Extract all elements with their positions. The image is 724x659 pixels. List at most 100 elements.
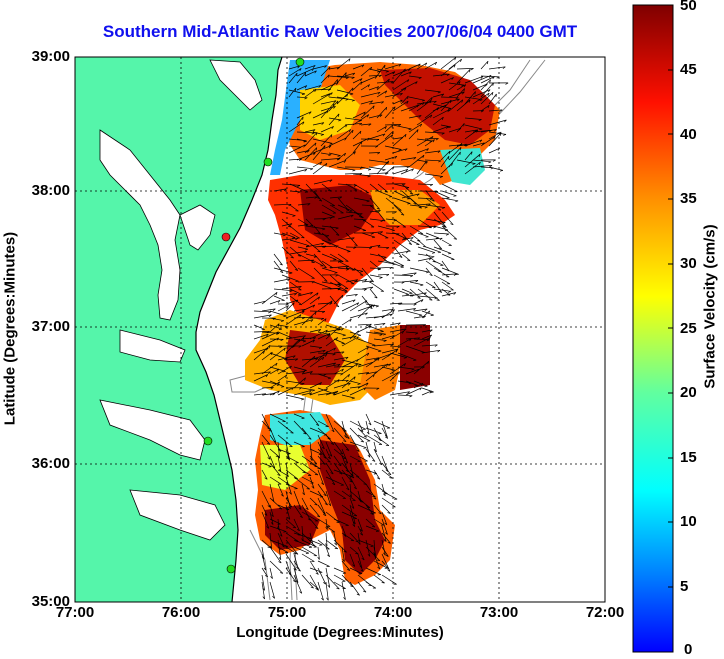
velocity-vector bbox=[376, 81, 394, 84]
velocity-vector-head bbox=[422, 315, 426, 319]
velocity-vector bbox=[413, 382, 424, 389]
velocity-vector-head bbox=[360, 429, 364, 432]
velocity-vector bbox=[369, 281, 384, 292]
velocity-vector bbox=[345, 183, 357, 191]
velocity-vector-head bbox=[325, 388, 328, 392]
station-marker bbox=[295, 57, 305, 67]
velocity-vector bbox=[357, 581, 367, 593]
velocity-vector bbox=[317, 302, 333, 305]
velocity-vector-head bbox=[447, 290, 452, 293]
velocity-vector bbox=[397, 308, 416, 312]
velocity-vector bbox=[480, 60, 489, 70]
velocity-vector bbox=[328, 66, 340, 70]
velocity-vector-head bbox=[312, 339, 315, 343]
velocity-vector bbox=[312, 161, 322, 168]
velocity-vector-head bbox=[382, 219, 386, 222]
velocity-vector-head bbox=[413, 308, 416, 311]
velocity-vector-head bbox=[277, 390, 280, 394]
velocity-vector-head bbox=[345, 469, 349, 473]
velocity-vector-head bbox=[384, 126, 387, 130]
velocity-vector bbox=[296, 131, 315, 134]
velocity-vector bbox=[317, 455, 326, 465]
velocity-vector bbox=[432, 73, 450, 77]
velocity-vector-head bbox=[398, 149, 402, 151]
velocity-vector-head bbox=[313, 152, 316, 156]
velocity-vector-head bbox=[391, 343, 394, 347]
velocity-vector bbox=[317, 518, 331, 527]
velocity-vector bbox=[384, 155, 398, 161]
velocity-vector bbox=[293, 490, 302, 510]
velocity-vector bbox=[360, 91, 381, 98]
velocity-vector-head bbox=[446, 126, 449, 129]
velocity-vector-head bbox=[329, 179, 333, 183]
velocity-vector bbox=[357, 539, 374, 547]
velocity-vector-head bbox=[426, 148, 429, 152]
velocity-vector bbox=[409, 225, 423, 235]
velocity-vector bbox=[360, 105, 375, 119]
velocity-vector bbox=[261, 504, 268, 516]
velocity-vector bbox=[349, 420, 366, 430]
velocity-vector bbox=[417, 253, 435, 258]
velocity-vector bbox=[313, 232, 330, 237]
velocity-vector bbox=[448, 143, 463, 154]
velocity-vector bbox=[357, 434, 371, 442]
velocity-vector-head bbox=[277, 381, 281, 385]
velocity-vector bbox=[425, 197, 442, 211]
velocity-vector-head bbox=[387, 569, 391, 572]
velocity-vector-head bbox=[405, 169, 409, 172]
velocity-vector bbox=[269, 504, 274, 517]
velocity-vector-head bbox=[499, 170, 503, 172]
velocity-vector bbox=[345, 211, 363, 215]
velocity-vector bbox=[365, 490, 376, 497]
velocity-vector bbox=[416, 161, 427, 175]
velocity-vector bbox=[261, 469, 268, 480]
velocity-vector-head bbox=[377, 71, 381, 73]
velocity-vector-head bbox=[283, 315, 287, 317]
velocity-vector-head bbox=[419, 123, 423, 127]
velocity-vector bbox=[353, 183, 369, 194]
velocity-vector bbox=[393, 218, 406, 228]
velocity-vector-head bbox=[401, 330, 405, 334]
velocity-vector bbox=[421, 344, 438, 347]
velocity-vector bbox=[273, 288, 293, 292]
velocity-vector bbox=[361, 280, 373, 283]
velocity-vector bbox=[261, 553, 267, 571]
velocity-vector-head bbox=[280, 339, 284, 342]
velocity-vector-head bbox=[310, 292, 313, 295]
velocity-vector-head bbox=[360, 569, 364, 572]
velocity-vector bbox=[341, 581, 346, 600]
velocity-vector bbox=[408, 115, 422, 119]
velocity-vector bbox=[400, 71, 412, 77]
velocity-vector bbox=[400, 81, 418, 91]
velocity-vector bbox=[376, 160, 389, 175]
velocity-vector bbox=[376, 68, 389, 72]
velocity-vector-head bbox=[335, 227, 339, 230]
velocity-vector-head bbox=[357, 383, 361, 385]
velocity-vector-head bbox=[345, 356, 349, 360]
velocity-vector bbox=[296, 72, 306, 84]
velocity-vector-head bbox=[407, 203, 411, 205]
velocity-vector-head bbox=[409, 338, 412, 342]
velocity-vector-head bbox=[499, 109, 503, 112]
velocity-vector-head bbox=[267, 371, 271, 374]
velocity-vector bbox=[325, 525, 336, 533]
map-title: Southern Mid-Atlantic Raw Velocities 200… bbox=[102, 22, 578, 41]
velocity-vector bbox=[381, 525, 387, 542]
velocity-vector bbox=[365, 374, 375, 382]
velocity-vector-head bbox=[268, 345, 271, 349]
velocity-vector bbox=[309, 567, 323, 573]
velocity-vector-head bbox=[442, 222, 446, 224]
velocity-vector bbox=[417, 183, 433, 185]
velocity-vector bbox=[301, 337, 316, 340]
velocity-vector-head bbox=[366, 431, 370, 435]
velocity-vector bbox=[357, 304, 373, 319]
velocity-vector bbox=[320, 126, 334, 133]
velocity-vector bbox=[381, 574, 397, 585]
velocity-vector bbox=[421, 334, 432, 340]
velocity-vector bbox=[301, 371, 313, 375]
velocity-vector-head bbox=[322, 582, 326, 585]
velocity-vector-head bbox=[317, 250, 321, 253]
velocity-vector bbox=[344, 172, 362, 175]
velocity-vector bbox=[293, 338, 306, 342]
velocity-vector bbox=[253, 310, 271, 313]
